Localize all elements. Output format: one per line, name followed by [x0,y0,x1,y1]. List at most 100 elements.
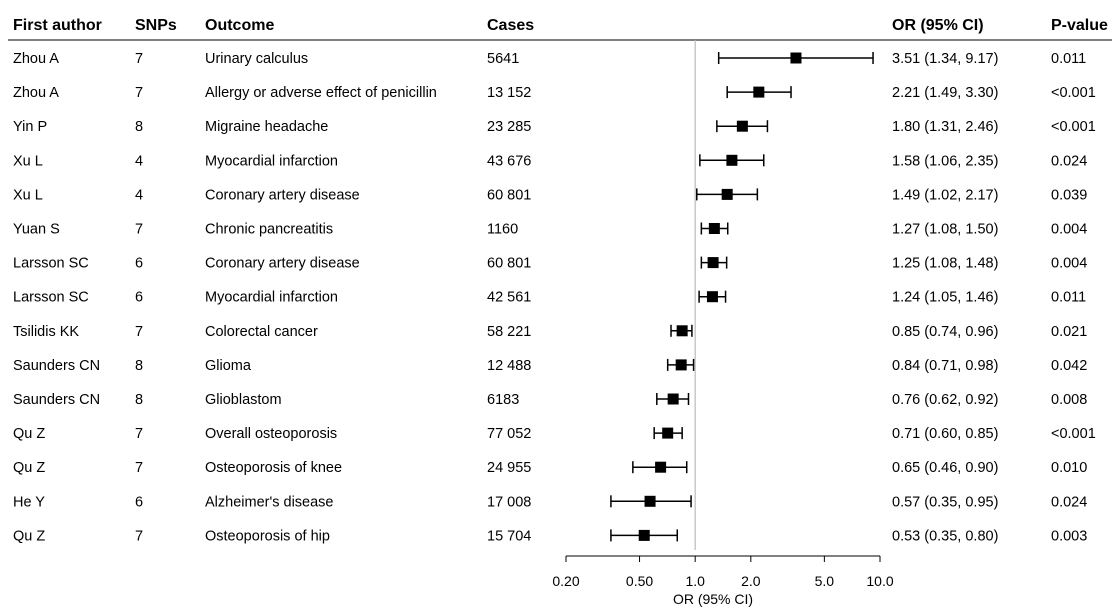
cell-cases: 12 488 [487,358,531,374]
cell-snps: 8 [135,119,143,135]
header-cases: Cases [487,17,534,34]
data-rows: Zhou A 7 Urinary calculus 5641 3.51 (1.34, 9… [13,51,1096,544]
cell-pvalue: 0.010 [1051,460,1087,476]
cell-author: Saunders CN [13,358,100,374]
cell-snps: 7 [135,426,143,442]
cell-outcome: Urinary calculus [205,51,308,67]
or-point [676,325,688,337]
cell-snps: 7 [135,528,143,544]
cell-outcome: Migraine headache [205,119,328,135]
x-tick-label: 0.50 [626,573,653,589]
cell-or-ci: 3.51 (1.34, 9.17) [892,51,998,67]
cell-pvalue: 0.008 [1051,392,1087,408]
cell-outcome: Coronary artery disease [205,256,360,272]
table-row: Saunders CN 8 Glioblastom 6183 0.76 (0.62, 0… [13,392,1087,408]
cell-outcome: Overall osteoporosis [205,426,337,442]
cell-outcome: Chronic pancreatitis [205,222,333,238]
cell-outcome: Allergy or adverse effect of penicillin [205,85,437,101]
cell-author: Tsilidis KK [13,324,79,340]
cell-snps: 7 [135,222,143,238]
cell-outcome: Coronary artery disease [205,187,360,203]
cell-or-ci: 2.21 (1.49, 3.30) [892,85,998,101]
or-point [708,223,720,234]
cell-snps: 4 [135,153,143,169]
header-pvalue: P-value [1051,17,1108,34]
cell-cases: 77 052 [487,426,531,442]
table-row: Larsson SC 6 Myocardial infarction 42 561 1.… [13,290,1086,306]
cell-or-ci: 1.80 (1.31, 2.46) [892,119,998,135]
cell-cases: 24 955 [487,460,531,476]
cell-snps: 4 [135,187,143,203]
cell-or-ci: 1.58 (1.06, 2.35) [892,153,998,169]
or-point [790,52,802,64]
cell-author: Zhou A [13,51,59,67]
x-tick-label: 5.0 [815,573,835,589]
cell-author: Larsson SC [13,290,89,306]
cell-or-ci: 1.24 (1.05, 1.46) [892,290,998,306]
or-point [655,461,667,473]
cell-pvalue: <0.001 [1051,426,1096,442]
or-point [707,257,719,269]
or-point [667,393,679,405]
cell-cases: 5641 [487,51,519,67]
cell-outcome: Colorectal cancer [205,324,318,340]
or-point [662,427,674,439]
cell-author: He Y [13,494,45,510]
cell-or-ci: 0.65 (0.46, 0.90) [892,460,998,476]
cell-pvalue: <0.001 [1051,85,1096,101]
cell-pvalue: 0.011 [1051,51,1086,67]
cell-cases: 60 801 [487,256,531,272]
cell-pvalue: 0.004 [1051,222,1087,238]
cell-or-ci: 1.49 (1.02, 2.17) [892,187,998,203]
table-row: Xu L 4 Coronary artery disease 60 801 1.49 (… [13,187,1087,203]
cell-or-ci: 0.57 (0.35, 0.95) [892,494,998,510]
or-point [706,291,718,303]
cell-or-ci: 1.25 (1.08, 1.48) [892,256,998,272]
cell-author: Yuan S [13,222,60,238]
header-snps: SNPs [135,17,177,34]
cell-snps: 7 [135,85,143,101]
or-point [644,495,656,507]
table-row: Qu Z 7 Overall osteoporosis 77 052 0.71 (0.6… [13,426,1096,442]
table-row: Zhou A 7 Urinary calculus 5641 3.51 (1.34, 9… [13,51,1086,67]
x-tick-label: 1.0 [685,573,705,589]
cell-or-ci: 0.84 (0.71, 0.98) [892,358,998,374]
x-axis-label: OR (95% CI) [673,591,753,607]
or-point [753,86,765,98]
cell-cases: 15 704 [487,528,531,544]
cell-pvalue: 0.042 [1051,358,1087,374]
table-row: Tsilidis KK 7 Colorectal cancer 58 221 0.85 … [13,324,1087,340]
cell-outcome: Osteoporosis of knee [205,460,342,476]
cell-outcome: Alzheimer's disease [205,494,334,510]
header-author: First author [13,17,102,34]
cell-cases: 13 152 [487,85,531,101]
cell-author: Saunders CN [13,392,100,408]
x-axis: 0.20 0.50 1.0 2.0 5.0 10.0 [552,555,894,589]
cell-author: Xu L [13,187,43,203]
cell-snps: 6 [135,494,143,510]
cell-or-ci: 0.53 (0.35, 0.80) [892,528,998,544]
cell-cases: 42 561 [487,290,531,306]
cell-cases: 6183 [487,392,519,408]
table-row: Xu L 4 Myocardial infarction 43 676 1.58 (1.… [13,153,1087,169]
cell-cases: 60 801 [487,187,531,203]
cell-author: Qu Z [13,528,45,544]
cell-outcome: Glioblastom [205,392,282,408]
cell-pvalue: 0.021 [1051,324,1087,340]
cell-snps: 8 [135,358,143,374]
cell-or-ci: 1.27 (1.08, 1.50) [892,222,998,238]
cell-pvalue: 0.024 [1051,494,1087,510]
cell-snps: 7 [135,51,143,67]
cell-or-ci: 0.85 (0.74, 0.96) [892,324,998,340]
cell-or-ci: 0.71 (0.60, 0.85) [892,426,998,442]
table-row: Qu Z 7 Osteoporosis of knee 24 955 0.65 (0.4… [13,460,1087,476]
cell-cases: 17 008 [487,494,531,510]
cell-cases: 1160 [487,222,518,238]
cell-author: Larsson SC [13,256,89,272]
or-point [721,188,733,200]
cell-outcome: Myocardial infarction [205,153,338,169]
cell-snps: 7 [135,460,143,476]
table-header: First author SNPs Outcome Cases OR (95% … [13,17,1108,34]
cell-author: Yin P [13,119,47,135]
or-point [736,120,748,132]
